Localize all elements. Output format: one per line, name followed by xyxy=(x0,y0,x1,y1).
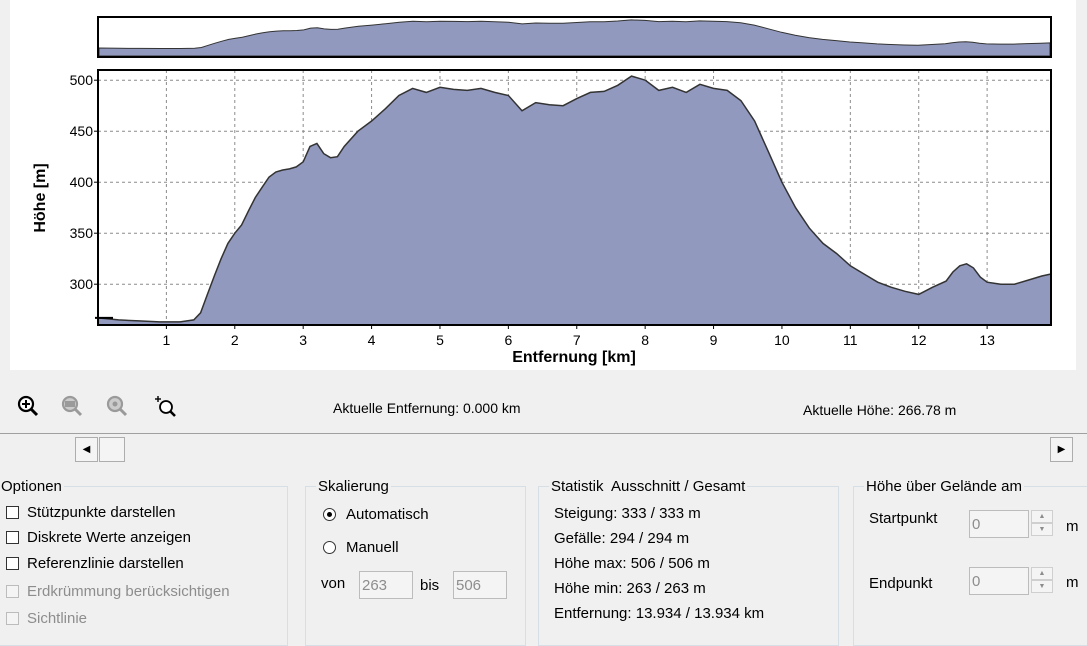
zoom-in-icon[interactable] xyxy=(16,394,40,418)
y-tick-label: 400 xyxy=(70,174,94,190)
y-tick-label: 500 xyxy=(70,72,94,88)
spin-down-icon[interactable]: ▼ xyxy=(1031,523,1053,536)
scaling-to-input[interactable] xyxy=(453,571,507,599)
stat-min-height: Höhe min: 263 / 263 m xyxy=(554,580,706,597)
options-title: Optionen xyxy=(0,478,64,495)
radio-button[interactable] xyxy=(323,508,336,521)
stat-ascent: Steigung: 333 / 333 m xyxy=(554,505,701,522)
option-earth-curvature: Erdkrümmung berücksichtigen xyxy=(6,583,230,600)
y-tick-label: 350 xyxy=(70,225,94,241)
x-tick-label: 2 xyxy=(231,332,239,348)
x-tick-label: 6 xyxy=(504,332,512,348)
option-label: Sichtlinie xyxy=(27,610,88,627)
overview-strip xyxy=(98,18,1051,57)
y-axis-label: Höhe [m] xyxy=(32,163,49,232)
spin-up-icon[interactable]: ▲ xyxy=(1031,567,1053,580)
elevation-area xyxy=(95,75,1052,325)
checkbox[interactable] xyxy=(6,506,19,519)
spin-up-icon[interactable]: ▲ xyxy=(1031,510,1053,523)
end-point-unit: m xyxy=(1066,574,1079,591)
y-axis-ticks: 300 350 400 450 500 xyxy=(70,72,98,292)
start-point-input[interactable] xyxy=(969,510,1029,538)
option-show-reference-line[interactable]: Referenzlinie darstellen xyxy=(6,555,184,572)
start-point-label: Startpunkt xyxy=(869,510,938,527)
option-show-discrete-values[interactable]: Diskrete Werte anzeigen xyxy=(6,529,191,546)
x-tick-label: 8 xyxy=(641,332,649,348)
scaling-from-input[interactable] xyxy=(359,571,413,599)
zoom-out-icon[interactable] xyxy=(60,394,84,418)
stat-descent: Gefälle: 294 / 294 m xyxy=(554,530,690,547)
radio-label: Manuell xyxy=(346,539,399,556)
plot-frame xyxy=(97,69,1052,326)
x-tick-label: 12 xyxy=(911,332,927,348)
overview-frame xyxy=(97,16,1052,58)
scaling-automatic-radio[interactable]: Automatisch xyxy=(323,506,429,523)
end-point-label: Endpunkt xyxy=(869,575,933,592)
scaling-from-label: von xyxy=(321,575,346,592)
x-tick-label: 1 xyxy=(162,332,170,348)
elevation-line xyxy=(97,75,1052,323)
scroll-left-arrow-icon: ◀ xyxy=(82,444,91,455)
spin-down-icon[interactable]: ▼ xyxy=(1031,580,1053,593)
option-label: Stützpunkte darstellen xyxy=(27,504,176,521)
current-distance-text: Aktuelle Entfernung: 0.000 km xyxy=(333,400,521,416)
separator xyxy=(0,433,1087,434)
option-show-support-points[interactable]: Stützpunkte darstellen xyxy=(6,504,175,521)
statistics-title: Statistik Ausschnitt / Gesamt xyxy=(549,478,748,495)
x-tick-label: 10 xyxy=(774,332,790,348)
stat-distance: Entfernung: 13.934 / 13.934 km xyxy=(554,605,765,622)
zoom-reset-icon[interactable] xyxy=(105,394,129,418)
scrollbar-thumb[interactable] xyxy=(99,437,125,462)
elevation-profile-chart[interactable]: 1 2 3 4 5 6 7 8 9 10 11 12 13 300 350 400 450 500 Höhe [… xyxy=(10,0,1076,370)
option-line-of-sight: Sichtlinie xyxy=(6,610,87,627)
scaling-title: Skalierung xyxy=(316,478,391,495)
checkbox[interactable] xyxy=(6,531,19,544)
y-tick-label: 450 xyxy=(70,123,94,139)
zoom-select-icon[interactable] xyxy=(153,394,177,418)
x-tick-label: 11 xyxy=(843,332,858,348)
scaling-manual-radio[interactable]: Manuell xyxy=(323,539,399,556)
current-height-text: Aktuelle Höhe: 266.78 m xyxy=(803,402,957,418)
elevation-fill xyxy=(98,76,1051,325)
x-tick-label: 7 xyxy=(573,332,581,348)
checkbox[interactable] xyxy=(6,557,19,570)
overview-elevation xyxy=(98,19,1051,57)
option-label: Referenzlinie darstellen xyxy=(27,555,184,572)
x-tick-label: 4 xyxy=(368,332,376,348)
x-tick-label: 5 xyxy=(436,332,444,348)
stat-max-height: Höhe max: 506 / 506 m xyxy=(554,555,710,572)
x-tick-label: 9 xyxy=(710,332,718,348)
scroll-left-button[interactable]: ◀ xyxy=(75,437,98,462)
start-point-unit: m xyxy=(1066,518,1079,535)
x-tick-label: 3 xyxy=(299,332,307,348)
radio-button[interactable] xyxy=(323,541,336,554)
option-label: Diskrete Werte anzeigen xyxy=(27,529,191,546)
option-label: Erdkrümmung berücksichtigen xyxy=(27,583,230,600)
x-tick-label: 13 xyxy=(979,332,995,348)
end-point-input[interactable] xyxy=(969,567,1029,595)
height-above-ground-group: Höhe über Gelände am xyxy=(853,478,1087,646)
x-axis-label: Entfernung [km] xyxy=(512,349,636,366)
options-group: Optionen xyxy=(0,478,288,646)
checkbox xyxy=(6,612,19,625)
horizontal-scrollbar[interactable]: ◀ ▶ xyxy=(75,437,1075,464)
checkbox xyxy=(6,585,19,598)
height-above-ground-title: Höhe über Gelände am xyxy=(864,478,1024,495)
scroll-right-arrow-icon: ▶ xyxy=(1057,444,1066,455)
x-axis-ticks: 1 2 3 4 5 6 7 8 9 10 11 12 13 xyxy=(162,325,995,348)
radio-label: Automatisch xyxy=(346,506,429,523)
start-point-spinner[interactable]: ▲ ▼ xyxy=(1031,510,1053,538)
scroll-right-button[interactable]: ▶ xyxy=(1050,437,1073,462)
y-tick-label: 300 xyxy=(70,276,94,292)
end-point-spinner[interactable]: ▲ ▼ xyxy=(1031,567,1053,595)
scaling-to-label: bis xyxy=(420,577,440,594)
